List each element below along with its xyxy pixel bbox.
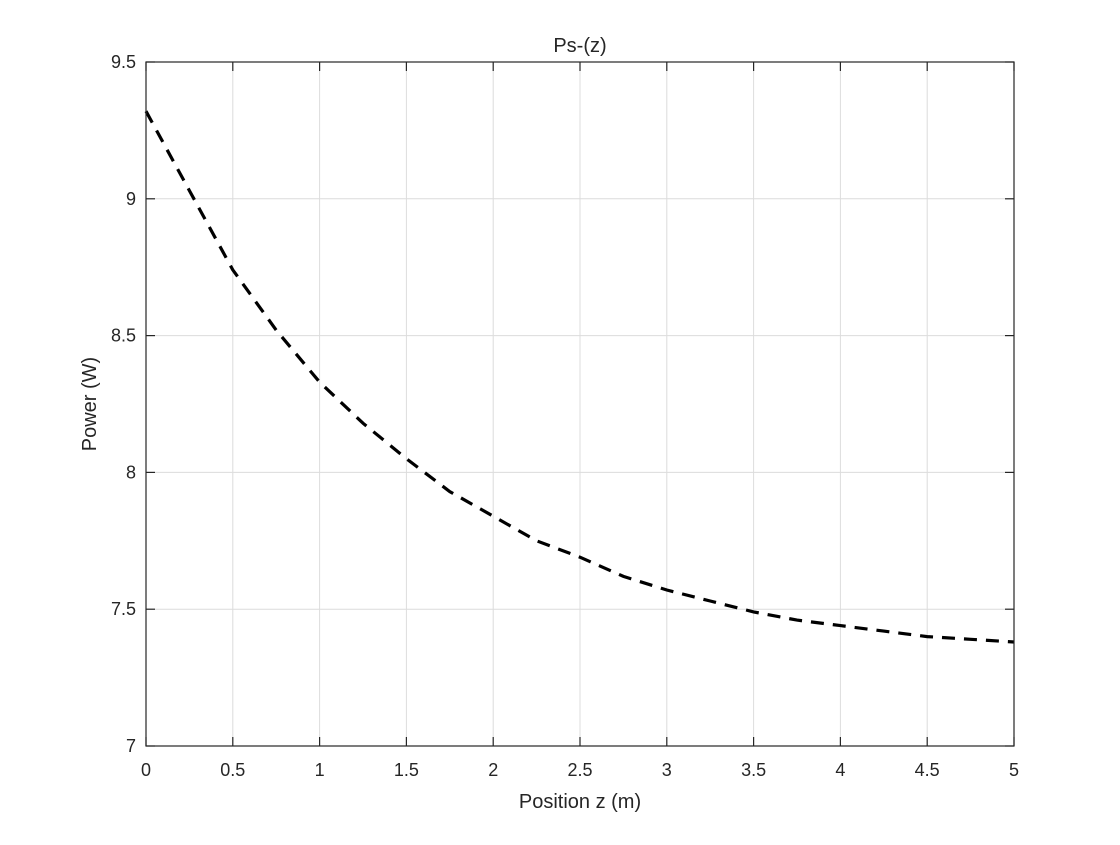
- y-tick-label: 7: [126, 736, 136, 756]
- x-tick-label: 1.5: [394, 760, 419, 780]
- chart-title: Ps-(z): [553, 35, 606, 57]
- y-tick-label: 9: [126, 189, 136, 209]
- x-tick-label: 4.5: [915, 760, 940, 780]
- y-tick-label: 8.5: [111, 326, 136, 346]
- x-tick-label: 5: [1009, 760, 1019, 780]
- x-tick-label: 3.5: [741, 760, 766, 780]
- axis-ticks: 0 0.5 1 1.5 2 2.5 3 3.5 4 4.5 5 7 7.5 8 8.5 9 9.5: [111, 52, 1019, 780]
- x-tick-label: 3: [662, 760, 672, 780]
- x-tick-label: 0: [141, 760, 151, 780]
- y-tick-label: 9.5: [111, 52, 136, 72]
- x-tick-label: 1: [315, 760, 325, 780]
- x-tick-label: 2.5: [567, 760, 592, 780]
- x-tick-label: 0.5: [220, 760, 245, 780]
- grid-lines: [146, 62, 1014, 746]
- y-tick-label: 7.5: [111, 599, 136, 619]
- y-axis-title: Power (W): [79, 357, 101, 451]
- x-axis-title: Position z (m): [519, 791, 641, 813]
- series-line-ps-minus: [144, 110, 1015, 644]
- series-layer: [144, 110, 1015, 644]
- x-tick-label: 2: [488, 760, 498, 780]
- x-tick-label: 4: [835, 760, 845, 780]
- y-tick-label: 8: [126, 462, 136, 482]
